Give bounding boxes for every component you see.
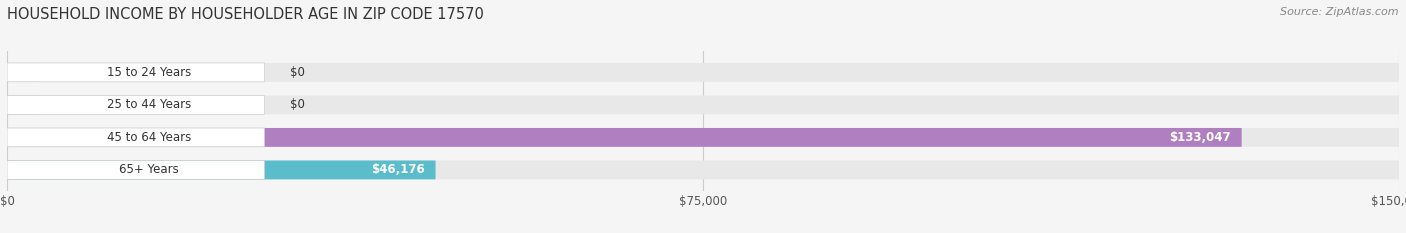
FancyBboxPatch shape xyxy=(7,161,436,179)
FancyBboxPatch shape xyxy=(7,128,264,147)
FancyBboxPatch shape xyxy=(7,96,1399,114)
FancyBboxPatch shape xyxy=(7,63,38,82)
Text: 65+ Years: 65+ Years xyxy=(118,163,179,176)
Text: 45 to 64 Years: 45 to 64 Years xyxy=(107,131,191,144)
Text: Source: ZipAtlas.com: Source: ZipAtlas.com xyxy=(1281,7,1399,17)
Text: $46,176: $46,176 xyxy=(371,163,425,176)
FancyBboxPatch shape xyxy=(7,128,1241,147)
Text: $0: $0 xyxy=(290,98,305,111)
FancyBboxPatch shape xyxy=(7,161,264,179)
Text: 25 to 44 Years: 25 to 44 Years xyxy=(107,98,191,111)
Text: $133,047: $133,047 xyxy=(1168,131,1230,144)
Text: 15 to 24 Years: 15 to 24 Years xyxy=(107,66,191,79)
FancyBboxPatch shape xyxy=(7,128,1399,147)
FancyBboxPatch shape xyxy=(7,63,264,82)
FancyBboxPatch shape xyxy=(7,161,1399,179)
FancyBboxPatch shape xyxy=(7,96,38,114)
FancyBboxPatch shape xyxy=(7,63,1399,82)
Text: HOUSEHOLD INCOME BY HOUSEHOLDER AGE IN ZIP CODE 17570: HOUSEHOLD INCOME BY HOUSEHOLDER AGE IN Z… xyxy=(7,7,484,22)
Text: $0: $0 xyxy=(290,66,305,79)
FancyBboxPatch shape xyxy=(7,96,264,114)
